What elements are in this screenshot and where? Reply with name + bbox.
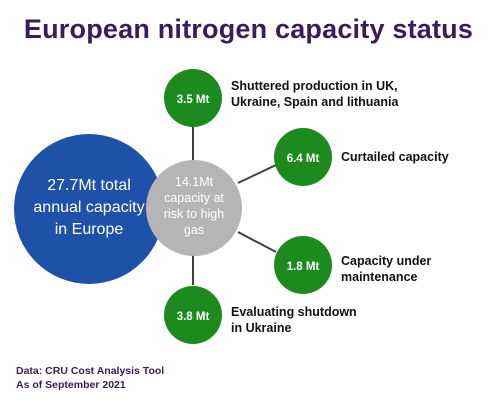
maintenance-value: 1.8 Mt xyxy=(287,261,320,273)
source-line-1: Data: CRU Cost Analysis Tool xyxy=(16,365,165,377)
risk-line-4: gas xyxy=(184,223,204,237)
curtailed-circle xyxy=(274,128,332,186)
maintenance-label-line-1: Capacity under xyxy=(341,254,432,268)
source-line-2: As of September 2021 xyxy=(16,379,126,391)
shutdown-label-line-1: Evaluating shutdown xyxy=(231,305,357,319)
shuttered-label-line-1: Shuttered production in UK, xyxy=(231,79,398,93)
shuttered-circle xyxy=(164,69,222,127)
risk-line-2: capacity at xyxy=(164,191,224,205)
total-line-3: in Europe xyxy=(55,221,124,238)
shutdown-circle xyxy=(164,286,222,344)
risk-capacity-circle xyxy=(146,160,242,256)
shuttered-value: 3.5 Mt xyxy=(177,94,210,106)
total-line-1: 27.7Mt total xyxy=(47,177,131,194)
risk-line-3: risk to high xyxy=(164,207,224,221)
connector-maintenance xyxy=(237,231,277,253)
shutdown-label-line-2: in Ukraine xyxy=(231,321,292,335)
maintenance-label-line-2: maintenance xyxy=(341,270,418,284)
chart-title: European nitrogen capacity status xyxy=(23,14,474,44)
total-line-2: annual capacity xyxy=(33,199,144,216)
curtailed-label-line-1: Curtailed capacity xyxy=(341,150,449,164)
maintenance-circle xyxy=(274,236,332,294)
shuttered-label: Shuttered production in UK, Ukraine, Spa… xyxy=(231,78,398,110)
total-capacity-circle xyxy=(14,134,164,284)
shuttered-label-line-2: Ukraine, Spain and lithuania xyxy=(231,95,399,109)
shutdown-label: Evaluating shutdown in Ukraine xyxy=(231,304,357,336)
shutdown-value: 3.8 Mt xyxy=(177,311,210,323)
connector-curtailed xyxy=(237,164,277,184)
maintenance-label: Capacity under maintenance xyxy=(341,253,431,285)
curtailed-label: Curtailed capacity xyxy=(341,149,449,165)
curtailed-value: 6.4 Mt xyxy=(287,153,320,165)
source-note: Data: CRU Cost Analysis Tool As of Septe… xyxy=(16,364,164,392)
risk-line-1: 14.1Mt xyxy=(175,175,214,189)
